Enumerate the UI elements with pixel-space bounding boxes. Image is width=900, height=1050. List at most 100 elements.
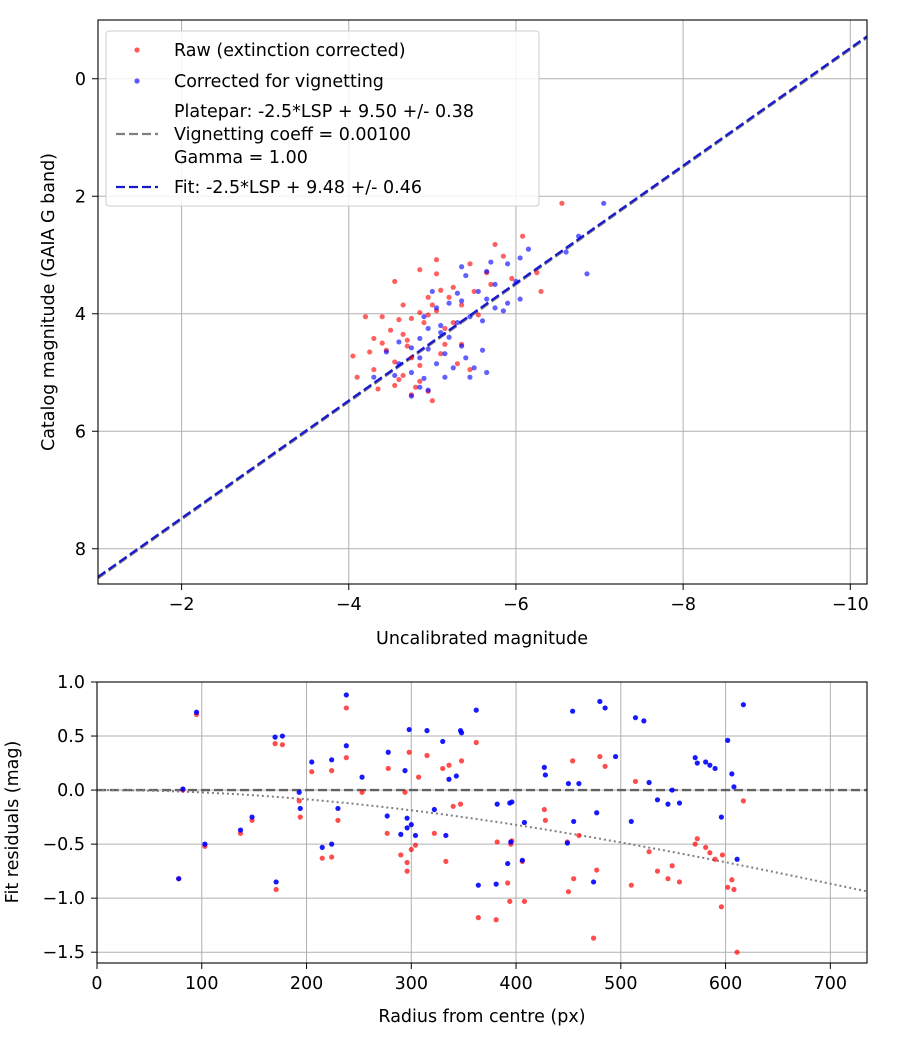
corrected-residual-point: [359, 774, 365, 780]
raw-residual-point: [443, 858, 449, 865]
raw-residual-point: [654, 868, 661, 874]
raw-residual-point: [576, 832, 582, 839]
raw-point: [433, 271, 440, 277]
corrected-point: [601, 200, 607, 206]
raw-residual-point: [590, 935, 597, 941]
top-y-tick-label: 2: [75, 187, 86, 207]
raw-residual-point: [570, 758, 576, 764]
corrected-point: [421, 314, 427, 320]
raw-point: [538, 288, 544, 295]
top-y-axis-label: Catalog magnitude (GAIA G band): [39, 153, 59, 451]
corrected-point: [459, 264, 465, 270]
raw-residual-point: [359, 789, 365, 795]
raw-residual-point: [319, 855, 325, 861]
raw-residual-point: [402, 789, 408, 795]
corrected-point: [492, 305, 498, 311]
corrected-point: [442, 351, 448, 357]
corrected-residual-point: [576, 780, 582, 787]
corrected-point: [488, 259, 494, 265]
raw-point: [500, 253, 506, 259]
corrected-point: [563, 249, 569, 255]
raw-residual-point: [565, 889, 572, 895]
corrected-residual-point: [712, 765, 718, 772]
corrected-residual-point: [406, 726, 412, 733]
top-y-tick-label: 8: [75, 540, 86, 560]
raw-point: [400, 331, 406, 337]
raw-residual-point: [431, 830, 437, 836]
corrected-residual-point: [412, 832, 419, 839]
raw-residual-point: [669, 863, 675, 869]
corrected-residual-point: [475, 882, 481, 888]
top-x-tick-label: −10: [832, 595, 869, 615]
raw-residual-point: [404, 868, 410, 874]
raw-point: [492, 241, 498, 248]
corrected-point: [417, 355, 423, 361]
bottom-x-tick-label: 300: [395, 974, 428, 994]
corrected-residual-point: [571, 818, 577, 825]
corrected-point: [433, 305, 440, 311]
corrected-point: [584, 271, 590, 277]
raw-residual-point: [646, 849, 652, 855]
corrected-point: [484, 369, 490, 376]
corrected-residual-point: [519, 857, 525, 863]
raw-point: [488, 281, 494, 287]
corrected-point: [500, 308, 506, 314]
corrected-point: [450, 365, 456, 371]
corrected-residual-point: [628, 818, 634, 825]
legend-corrected-marker: [134, 78, 140, 84]
corrected-point: [517, 296, 523, 302]
corrected-residual-point: [402, 768, 408, 774]
raw-point: [371, 366, 377, 373]
raw-point: [442, 341, 448, 347]
raw-residual-point: [458, 758, 465, 764]
corrected-residual-point: [329, 841, 335, 847]
corrected-residual-point: [408, 822, 414, 828]
raw-residual-point: [740, 798, 746, 804]
corrected-residual-point: [718, 814, 724, 820]
raw-residual-point: [734, 949, 740, 955]
bottom-grid: [96, 681, 867, 963]
corrected-residual-point: [505, 860, 511, 867]
corrected-point: [454, 319, 461, 326]
raw-point: [433, 257, 440, 263]
raw-residual-point: [676, 879, 683, 885]
raw-point: [392, 382, 398, 389]
corrected-residual-point: [443, 832, 449, 839]
corrected-point: [446, 334, 452, 340]
raw-residual-point: [424, 752, 430, 759]
corrected-residual-point: [385, 749, 391, 755]
corrected-residual-point: [176, 876, 182, 882]
corrected-residual-point: [202, 841, 208, 847]
corrected-point: [371, 374, 377, 380]
top-x-tick-label: −4: [336, 595, 362, 615]
corrected-point: [429, 288, 435, 295]
corrected-point: [392, 372, 398, 379]
raw-point: [534, 270, 540, 276]
raw-point: [371, 335, 377, 342]
corrected-point: [492, 281, 498, 287]
corrected-residual-point: [508, 839, 514, 845]
raw-residual-point: [309, 769, 315, 775]
corrected-residual-point: [594, 810, 600, 816]
raw-point: [400, 302, 406, 308]
corrected-residual-point: [319, 844, 325, 850]
bottom-axes-frame: [96, 681, 868, 964]
corrected-point: [467, 314, 473, 320]
top-legend: Raw (extinction corrected) Corrected for…: [105, 30, 540, 207]
corrected-point: [484, 296, 490, 302]
raw-residual-point: [406, 749, 412, 755]
raw-residual-point: [718, 904, 724, 910]
raw-residual-point: [273, 886, 279, 893]
raw-point: [471, 288, 477, 295]
raw-point: [396, 376, 402, 383]
raw-residual-point: [335, 817, 341, 823]
raw-residual-point: [707, 850, 713, 856]
corrected-residual-point: [494, 801, 500, 807]
corrected-residual-point: [431, 806, 437, 813]
corrected-point: [396, 361, 402, 367]
corrected-residual-point: [731, 784, 737, 790]
raw-point: [475, 312, 481, 318]
corrected-residual-point: [297, 805, 303, 812]
raw-residual-point: [632, 778, 639, 785]
